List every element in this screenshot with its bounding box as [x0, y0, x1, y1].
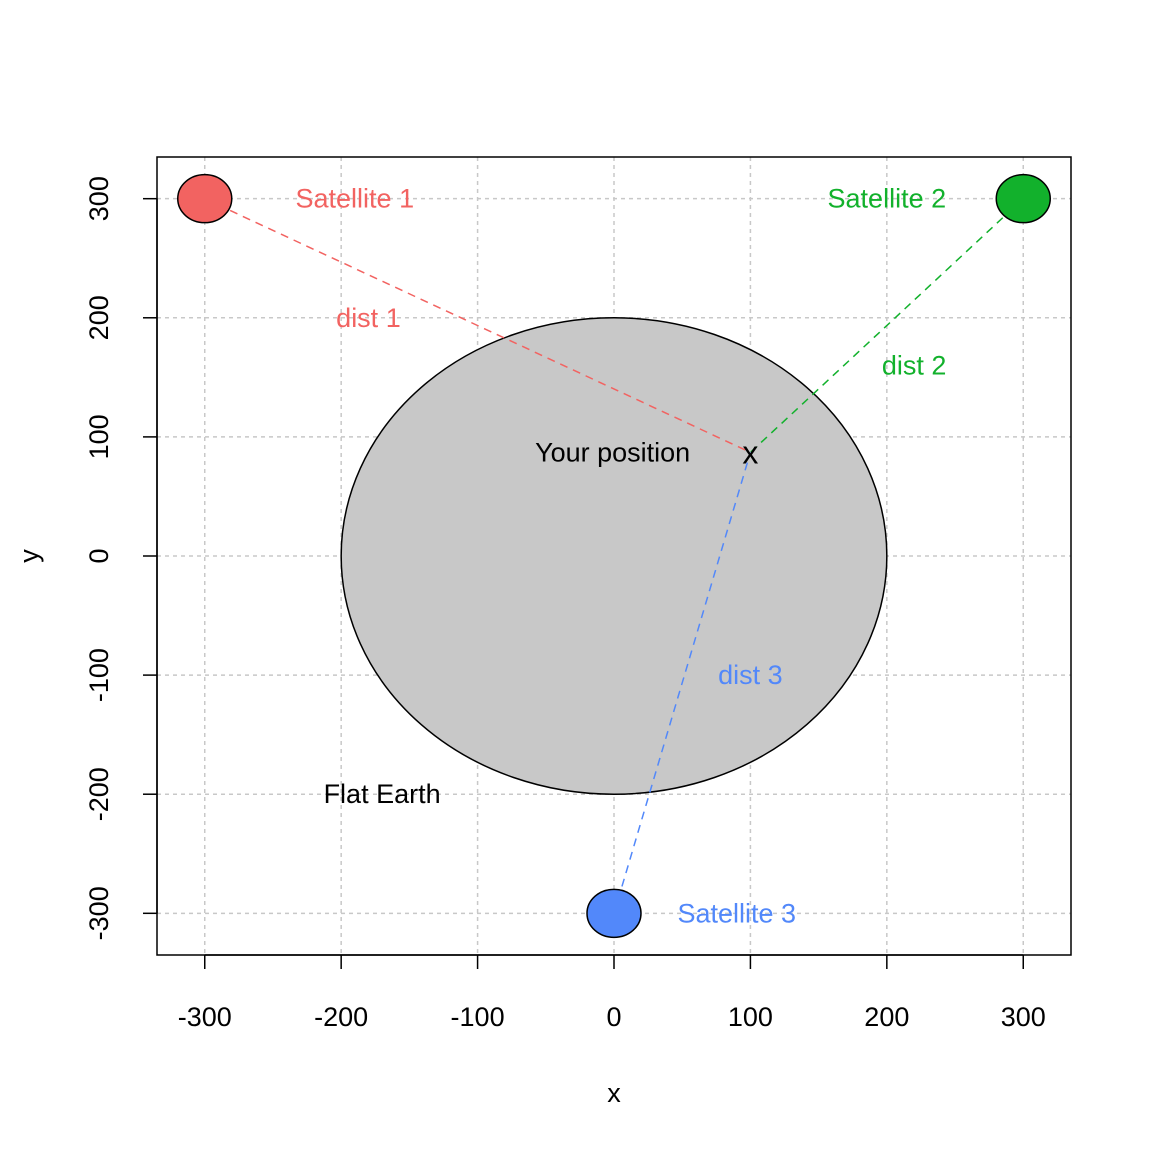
- earth-layer: [340, 317, 888, 795]
- x-tick-label: 300: [1001, 1002, 1046, 1032]
- x-tick-label: -300: [178, 1002, 232, 1032]
- distance-label-1: dist 1: [336, 303, 401, 333]
- x-tick-label: 0: [606, 1002, 621, 1032]
- axes: -300 -200 -100 0 100 200 300 -300 -200 -100 0 100 20…: [84, 176, 1046, 1032]
- annotation-labels: Satellite 1 dist 1 Satellite 2 dist 2 Satell…: [296, 184, 947, 929]
- earth-ellipse: [340, 317, 888, 795]
- satellite-label-3: Satellite 3: [677, 898, 796, 928]
- y-tick-label: 100: [84, 414, 114, 459]
- satellite-label-2: Satellite 2: [828, 184, 947, 214]
- x-tick-label: -200: [314, 1002, 368, 1032]
- x-axis-label: x: [607, 1078, 621, 1108]
- y-tick-label: 0: [84, 548, 114, 563]
- y-tick-label: -300: [84, 886, 114, 940]
- position-marker: x: [742, 434, 758, 470]
- y-axis-label: y: [14, 549, 44, 563]
- distance-line-1: [204, 198, 751, 454]
- y-tick-label: 200: [84, 295, 114, 340]
- position-label: Your position: [535, 437, 690, 467]
- earth-label: Flat Earth: [324, 779, 441, 809]
- y-tick-label: 300: [84, 176, 114, 221]
- distance-line-3: [613, 452, 752, 914]
- y-tick-label: -100: [84, 648, 114, 702]
- x-tick-label: 200: [864, 1002, 909, 1032]
- distance-lines: [204, 198, 1024, 914]
- satellite-label-1: Satellite 1: [296, 184, 415, 214]
- distance-label-2: dist 2: [882, 350, 947, 380]
- satellite-point-3: [586, 888, 642, 939]
- satellite-point-1: [176, 173, 233, 224]
- distance-line-2: [749, 198, 1024, 453]
- satellite-point-2: [995, 173, 1052, 224]
- distance-label-3: dist 3: [718, 660, 783, 690]
- x-tick-label: -100: [451, 1002, 505, 1032]
- y-tick-label: -200: [84, 767, 114, 821]
- x-tick-label: 100: [728, 1002, 773, 1032]
- satellite-points: [176, 173, 1052, 939]
